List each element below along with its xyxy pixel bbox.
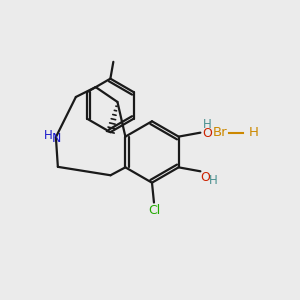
Text: H: H <box>249 126 259 139</box>
Text: Br: Br <box>213 126 227 139</box>
Text: N: N <box>52 132 62 145</box>
Text: H: H <box>203 118 212 131</box>
Text: Cl: Cl <box>148 204 160 217</box>
Text: O: O <box>202 127 212 140</box>
Text: H: H <box>209 174 218 187</box>
Text: O: O <box>200 171 210 184</box>
Text: H: H <box>44 129 52 142</box>
